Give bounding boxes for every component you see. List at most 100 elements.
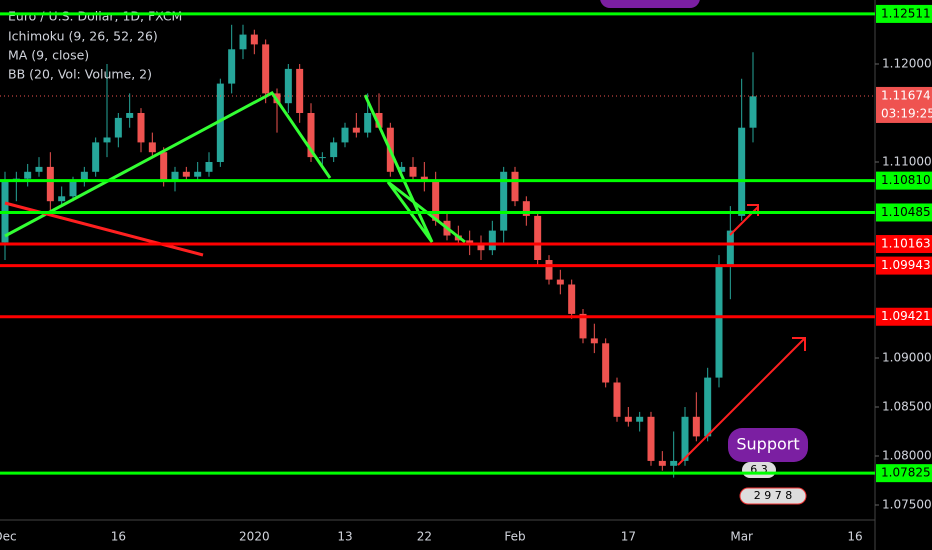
y-tick-label: 1.11000 [882, 154, 932, 168]
x-tick-label: 13 [337, 530, 352, 544]
countdown-label: 03:19:25 [881, 106, 932, 120]
level-label-box [876, 256, 932, 275]
indicator-label: Ichimoku (9, 26, 52, 26) [8, 29, 158, 44]
candle-body [160, 152, 168, 182]
candle-body [250, 34, 258, 45]
support-label: Support [736, 435, 799, 454]
candle-body [46, 166, 54, 202]
level-label: 1.07825 [881, 466, 931, 480]
level-label-box [876, 203, 932, 222]
candle-body [375, 112, 383, 128]
candle-body [590, 338, 598, 344]
candle-body [477, 245, 485, 251]
x-tick-label: 16 [111, 530, 126, 544]
y-tick-label: 1.07500 [882, 498, 932, 512]
candle-body [681, 416, 689, 461]
candle-body [80, 171, 88, 182]
candle-body [545, 260, 553, 280]
candle-body [216, 83, 224, 162]
level-label-box [876, 235, 932, 254]
candle-body [24, 171, 32, 179]
candle-body [92, 142, 100, 172]
indicator-label: MA (9, close) [8, 48, 89, 63]
callout [600, 0, 700, 8]
arrow [677, 337, 806, 466]
x-tick-label: Feb [504, 530, 525, 544]
candle-body [352, 127, 360, 133]
candle-body [284, 68, 292, 104]
candle-body [704, 377, 712, 437]
candle-body [239, 34, 247, 50]
candle-body [341, 127, 349, 143]
candle-body [171, 171, 179, 182]
trend-line [4, 91, 332, 238]
level-label-box [876, 4, 932, 23]
candle-body [364, 112, 372, 133]
candle-body [749, 96, 757, 128]
level-label: 1.12511 [881, 6, 931, 20]
level-label-box [876, 307, 932, 326]
x-tick-label: 2020 [239, 530, 270, 544]
candle-body [35, 166, 43, 172]
candle-body [205, 161, 213, 172]
candle-body [296, 68, 304, 113]
badge [739, 487, 807, 505]
candle-body [126, 112, 134, 118]
x-tick-label: Dec [0, 530, 17, 544]
candle-body [647, 416, 655, 461]
x-tick-label: 22 [417, 530, 432, 544]
y-tick-label: 1.08500 [882, 400, 932, 414]
level-label-box [876, 464, 932, 483]
candle-body [194, 171, 202, 177]
candle-body [137, 112, 145, 143]
candle-body [432, 181, 440, 221]
candle-body [568, 284, 576, 314]
candle-body [398, 166, 406, 172]
y-tick-label: 1.12000 [882, 56, 932, 70]
candle-body [602, 343, 610, 383]
candle-body [69, 181, 77, 197]
candle-body [307, 112, 315, 158]
last-price-label: 1.11674 [881, 88, 931, 102]
candle-body [182, 171, 190, 177]
x-tick-label: Mar [730, 530, 753, 544]
level-label: 1.10485 [881, 205, 931, 219]
candle-body [613, 382, 621, 417]
candle-body [148, 142, 156, 153]
level-label: 1.09943 [881, 258, 931, 272]
candle-body [409, 166, 417, 177]
candle-body [330, 142, 338, 158]
candle-body [556, 279, 564, 285]
support-bubble [728, 428, 808, 462]
candle-body [692, 416, 700, 437]
chart-title: Euro / U.S. Dollar, 1D, FXCM [8, 9, 182, 24]
candle-body [522, 201, 530, 216]
candle-body [579, 313, 587, 339]
candle-body [511, 171, 519, 202]
x-tick-label: 16 [847, 530, 862, 544]
indicator-label: BB (20, Vol: Volume, 2) [8, 67, 152, 82]
level-label-box [876, 171, 932, 190]
badge-text: 2 9 7 8 [754, 489, 792, 502]
candle-body [670, 460, 678, 466]
x-tick-label: 17 [621, 530, 636, 544]
candle-body [534, 215, 542, 260]
y-tick-label: 1.09000 [882, 351, 932, 365]
candle-body [738, 127, 746, 216]
candle-body [114, 117, 122, 138]
y-tick-label: 1.08000 [882, 449, 932, 463]
candle-body [58, 196, 66, 202]
candle-body [262, 44, 270, 94]
candle-body [488, 230, 496, 251]
candle-body [103, 137, 111, 143]
level-label: 1.09421 [881, 309, 931, 323]
candle-body [318, 157, 326, 159]
level-label: 1.10163 [881, 237, 931, 251]
candle-body [636, 416, 644, 422]
candle-body [228, 49, 236, 84]
candle-body [658, 460, 666, 466]
candle-body [500, 171, 508, 231]
candle-body [715, 264, 723, 378]
